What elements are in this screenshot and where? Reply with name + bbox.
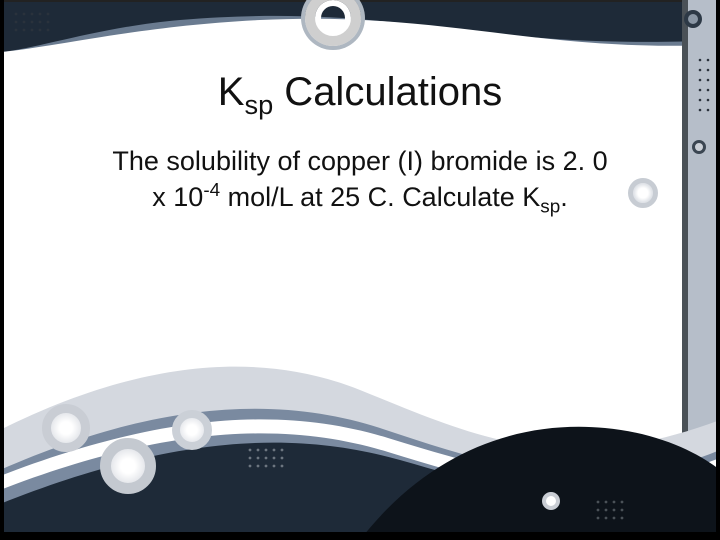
ring-right-small-icon: [692, 140, 706, 154]
slide-title: Ksp Calculations: [50, 70, 670, 121]
title-sub: sp: [244, 89, 273, 120]
ring-bottom-left-3-icon: [172, 410, 212, 450]
slide: Ksp Calculations The solubility of coppe…: [0, 0, 720, 540]
ring-top-right-small-icon: [684, 10, 702, 28]
body-line2-mid: mol/L at 25 C. Calculate K: [220, 182, 540, 212]
body-line2-end: .: [560, 182, 568, 212]
title-k: K: [218, 70, 245, 114]
body-line1: The solubility of copper (I) bromide is …: [112, 146, 607, 176]
right-frame: [716, 0, 720, 540]
bottom-wave-decor: [0, 300, 720, 540]
ring-bottom-left-1-icon: [42, 404, 90, 452]
slide-body: The solubility of copper (I) bromide is …: [50, 145, 670, 219]
title-rest: Calculations: [273, 70, 502, 114]
body-exponent: -4: [203, 180, 220, 201]
body-sub: sp: [540, 196, 560, 217]
body-line2-pre: x 10: [152, 182, 203, 212]
ring-bottom-left-2-icon: [100, 438, 156, 494]
left-frame: [0, 0, 4, 540]
ring-bottom-right-small-icon: [542, 492, 560, 510]
content-area: Ksp Calculations The solubility of coppe…: [50, 70, 670, 219]
